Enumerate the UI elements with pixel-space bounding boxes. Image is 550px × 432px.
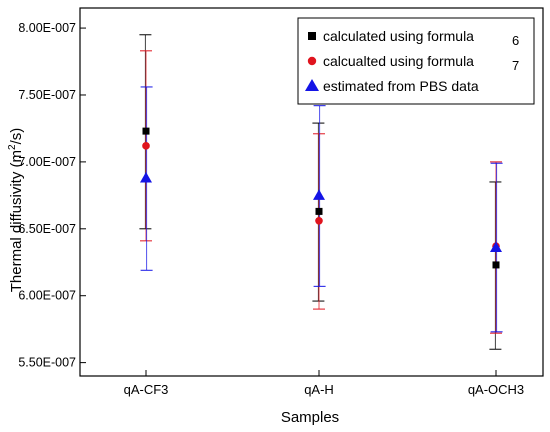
data-point-square (142, 127, 150, 135)
y-tick-label: 7.00E-007 (18, 155, 76, 169)
y-tick-label: 6.00E-007 (18, 289, 76, 303)
y-axis-label: Thermal diffusivity (m2/s) (7, 128, 25, 293)
legend-label: calcualted using formula (323, 53, 474, 69)
y-tick-label: 6.50E-007 (18, 222, 76, 236)
y-axis-label-superscript: 2 (7, 144, 18, 150)
x-tick-label: qA-OCH3 (468, 382, 524, 397)
y-axis-label-tail: /s) (8, 128, 25, 145)
x-tick-label: qA-H (304, 382, 334, 397)
legend-label: estimated from PBS data (323, 78, 479, 94)
legend-marker-triangle (305, 79, 319, 91)
data-point-square (492, 261, 500, 269)
data-point-triangle (490, 241, 502, 253)
data-point-square (315, 207, 323, 215)
legend-marker-square (308, 32, 316, 40)
x-tick-label: qA-CF3 (124, 382, 169, 397)
data-point-triangle (313, 189, 325, 200)
y-tick-label: 5.50E-007 (18, 356, 76, 370)
legend-label: calculated using formula (323, 28, 474, 44)
plot-frame (79, 7, 544, 377)
y-tick-label: 7.50E-007 (18, 88, 76, 102)
legend-ref: 7 (512, 58, 519, 73)
data-point-circle (142, 142, 150, 150)
y-axis-label-main: Thermal diffusivity (m (8, 150, 25, 292)
legend-marker-circle (307, 56, 317, 66)
legend-ref: 6 (512, 33, 519, 48)
data-point-triangle (140, 171, 152, 183)
y-tick-label: 8.00E-007 (18, 21, 76, 35)
legend-box (297, 17, 535, 105)
x-axis-label: Samples (281, 409, 339, 426)
data-point-circle (315, 216, 323, 225)
